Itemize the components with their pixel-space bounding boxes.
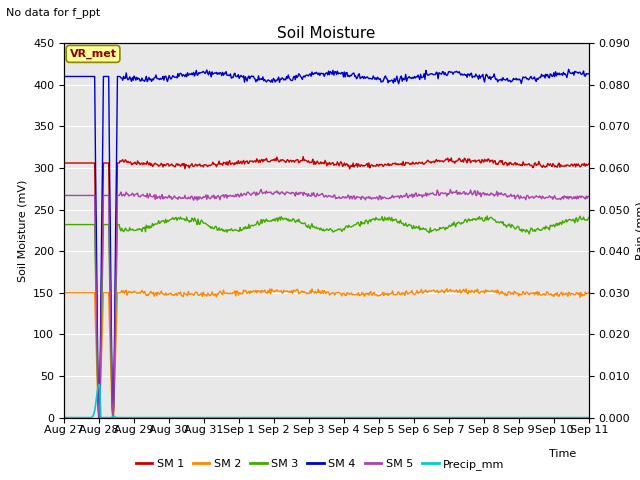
Y-axis label: Soil Moisture (mV): Soil Moisture (mV) bbox=[17, 179, 28, 282]
Text: VR_met: VR_met bbox=[70, 49, 116, 59]
Text: Time: Time bbox=[548, 449, 576, 459]
Title: Soil Moisture: Soil Moisture bbox=[277, 25, 376, 41]
Y-axis label: Rain (mm): Rain (mm) bbox=[636, 201, 640, 260]
Legend: SM 1, SM 2, SM 3, SM 4, SM 5, Precip_mm: SM 1, SM 2, SM 3, SM 4, SM 5, Precip_mm bbox=[131, 455, 509, 474]
Text: No data for f_ppt: No data for f_ppt bbox=[6, 7, 100, 18]
